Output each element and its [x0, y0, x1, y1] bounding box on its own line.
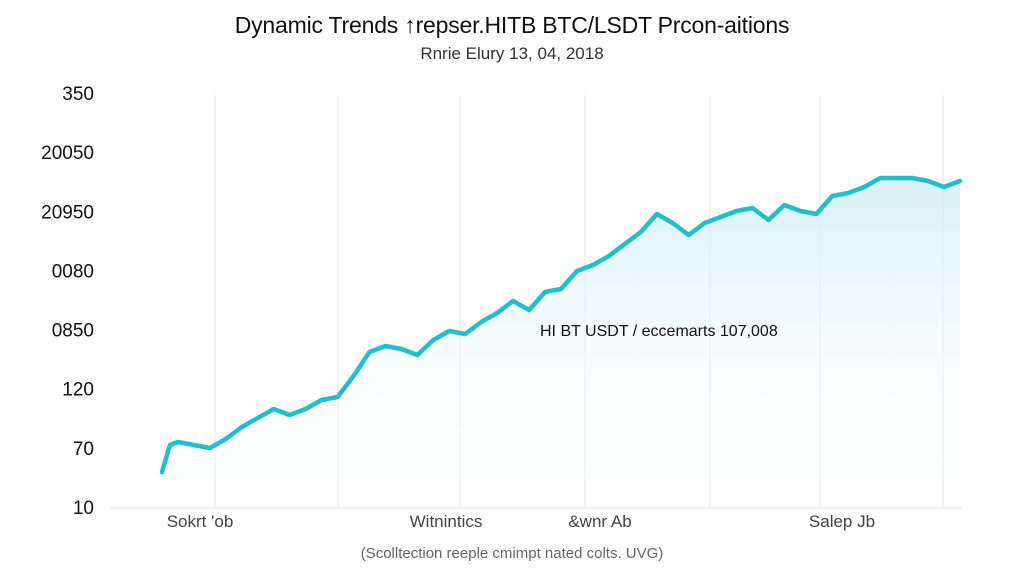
chart-title: Dynamic Trends ↑repser.HITB BTC/LSDT Prc… — [234, 12, 790, 38]
y-tick-label: 350 — [62, 84, 94, 105]
x-tick-label: &wnr Ab — [568, 512, 631, 531]
y-tick-label: 10 — [73, 498, 94, 519]
chart-footnote: (Scolltection reeple cmimpt nated colts.… — [360, 545, 664, 562]
y-tick-label: 20050 — [41, 143, 94, 164]
x-tick-label: Salep Jb — [809, 512, 875, 531]
x-axis: Sokrt 'ob Witnintics &wnr Ab Salep Jb — [167, 512, 875, 531]
x-tick-label: Sokrt 'ob — [167, 512, 234, 531]
y-tick-label: 20950 — [41, 202, 94, 223]
series-line — [159, 175, 963, 475]
data-annotation: HI BT USDT / eccemarts 107,008 — [540, 323, 778, 340]
x-tick-label: Witnintics — [410, 512, 483, 531]
y-tick-label: 120 — [62, 380, 94, 401]
y-tick-label: 0850 — [52, 321, 94, 342]
chart-subtitle: Rnrie Elury 13, 04, 2018 — [420, 44, 604, 63]
y-tick-label: 70 — [73, 439, 94, 460]
y-axis: 350 20050 20950 0080 0850 120 70 10 — [41, 84, 94, 519]
y-tick-label: 0080 — [52, 261, 94, 282]
series-area-fill — [162, 178, 960, 508]
